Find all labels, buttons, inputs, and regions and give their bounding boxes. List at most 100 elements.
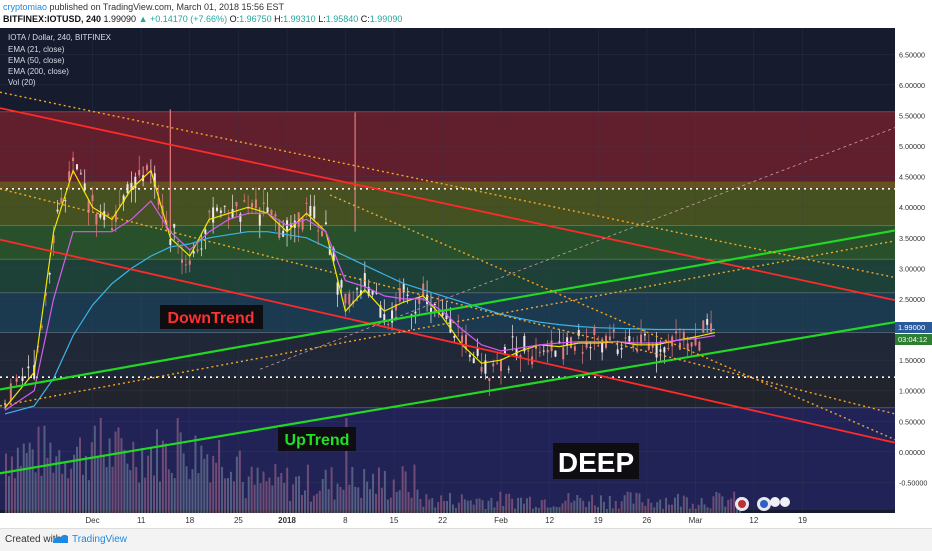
candle-body — [472, 358, 475, 364]
candle-body — [667, 347, 670, 349]
volume-bar — [22, 443, 25, 513]
candle-body — [188, 260, 191, 265]
volume-bar — [46, 457, 49, 513]
candle-body — [40, 326, 43, 328]
uptrend-annotation[interactable]: UpTrend — [278, 427, 356, 451]
candle-body — [212, 207, 215, 223]
volume-bar — [79, 437, 81, 513]
candle-body — [48, 272, 51, 275]
volume-bar — [200, 445, 203, 513]
dotted-uptrend[interactable] — [0, 240, 896, 407]
volume-bar — [336, 483, 339, 513]
candle-body — [492, 363, 495, 367]
candle-body — [402, 283, 405, 293]
volume-bar — [114, 431, 117, 513]
volume-bar — [64, 461, 67, 513]
volume-bar — [363, 468, 366, 513]
volume-bar — [576, 494, 579, 513]
volume-bar — [212, 455, 215, 513]
candle-body — [391, 310, 394, 323]
volume-bar — [37, 426, 40, 513]
candle-body — [305, 202, 308, 204]
candle-body — [332, 248, 335, 262]
volume-bar — [167, 469, 170, 513]
event-icons[interactable] — [735, 497, 790, 511]
candle-body — [379, 305, 382, 318]
volume-bar — [16, 447, 19, 513]
uptrend-lower-line[interactable] — [0, 321, 896, 475]
volume-bar — [218, 439, 221, 513]
y-tick-label: 4.00000 — [899, 203, 925, 212]
volume-bar — [274, 464, 277, 513]
candle-body — [488, 378, 491, 381]
candle-body — [239, 213, 242, 222]
volume-bar — [700, 498, 703, 513]
candle-body — [258, 214, 261, 226]
event-flag-icon[interactable] — [770, 497, 780, 507]
event-flag-icon[interactable] — [780, 497, 790, 507]
downtrend-upper-line[interactable] — [0, 107, 896, 302]
chart-svg[interactable]: 6.50000 6.00000 5.50000 5.00000 4.50000 4.000… — [0, 28, 932, 528]
candle-body — [387, 324, 390, 326]
candle-body — [675, 331, 678, 334]
price-zone — [0, 111, 895, 182]
candle-body — [145, 165, 148, 171]
volume-bar — [380, 487, 383, 513]
volume-bar — [454, 508, 457, 513]
downtrend-annotation[interactable]: DownTrend — [160, 305, 263, 329]
volume-bar — [682, 495, 685, 513]
volume-bar — [138, 482, 141, 513]
current-price-tag: 1.99000 03:04:12 — [895, 322, 932, 345]
candle-body — [216, 207, 219, 211]
volume-bar — [570, 502, 573, 513]
volume-bar — [472, 504, 475, 513]
volume-bar — [277, 476, 280, 513]
created-with: Created with — [5, 534, 62, 545]
candle-body — [394, 304, 397, 311]
tradingview-link[interactable]: TradingView — [72, 534, 128, 545]
volume-bar — [552, 506, 555, 513]
volume-bar — [697, 504, 700, 513]
price-zone — [0, 181, 895, 189]
volume-bar — [546, 507, 549, 513]
volume-bar — [475, 498, 478, 513]
candle-body — [87, 200, 90, 213]
volume-bar — [490, 497, 493, 513]
chart-pane[interactable]: 6.50000 6.00000 5.50000 5.00000 4.50000 4.000… — [0, 28, 932, 528]
volume-bar — [629, 492, 632, 513]
candle-body — [414, 311, 417, 314]
dotted-downtrend-mid[interactable] — [0, 188, 896, 415]
volume-bar — [93, 425, 96, 513]
candle-body — [317, 230, 320, 232]
downtrend-lower-line[interactable] — [0, 238, 896, 444]
uptrend-upper-line[interactable] — [0, 229, 896, 391]
volume-bar — [155, 429, 158, 513]
dotted-downtrend-upper[interactable] — [0, 91, 896, 279]
deep-annotation[interactable]: DEEP — [553, 443, 639, 479]
chart-legend: IOTA / Dollar, 240, BITFINEX EMA (21, cl… — [8, 33, 112, 87]
candle-body — [464, 334, 467, 350]
candle-body — [612, 329, 615, 333]
volume-bar — [665, 497, 668, 513]
candle-body — [535, 344, 537, 349]
x-tick-label: 2018 — [278, 516, 296, 525]
author-link[interactable]: cryptomiao — [3, 2, 48, 12]
last-price: 1.99090 — [103, 14, 137, 24]
volume-bar — [585, 507, 588, 513]
volume-bar — [469, 500, 472, 513]
volume-bar — [549, 507, 552, 513]
candle-body — [169, 239, 172, 245]
volume-bar — [594, 505, 597, 513]
candle-body — [511, 336, 514, 338]
volume-bar — [534, 506, 537, 513]
volume-bar — [232, 481, 235, 513]
volume-bar — [262, 471, 265, 513]
volume-bar — [523, 503, 525, 513]
candle-body — [702, 320, 705, 333]
y-tick-label: -0.50000 — [899, 478, 927, 487]
volume-bar — [611, 508, 614, 513]
candle-body — [468, 354, 471, 357]
candle-body — [95, 214, 98, 225]
volume-bar — [238, 450, 241, 513]
dashed-projection[interactable] — [259, 127, 896, 370]
